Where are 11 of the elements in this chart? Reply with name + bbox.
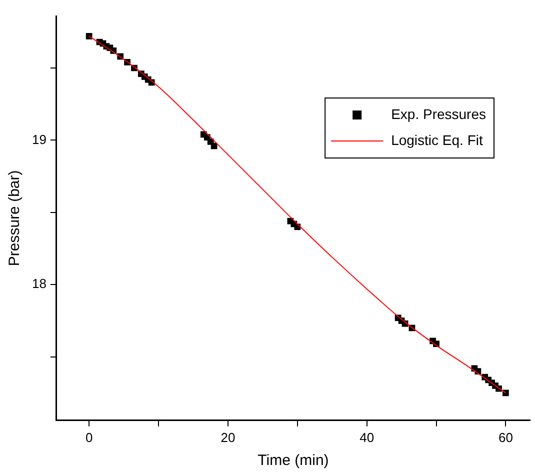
y-tick-label: 18 bbox=[32, 276, 46, 292]
point bbox=[210, 142, 218, 150]
x-tick-label: 60 bbox=[498, 430, 513, 445]
y-tick-label: 19 bbox=[32, 132, 46, 147]
legend-label: Exp. Pressures bbox=[391, 106, 486, 122]
x-tick-label: 40 bbox=[360, 430, 374, 445]
x-tick-label: 0 bbox=[85, 430, 93, 445]
x-axis-title: Time (min) bbox=[258, 452, 329, 470]
y-axis-title: Pressure (bar) bbox=[6, 170, 24, 266]
x-tick-label: 20 bbox=[220, 430, 236, 445]
legend-label: Logistic Eq. Fit bbox=[391, 132, 483, 148]
